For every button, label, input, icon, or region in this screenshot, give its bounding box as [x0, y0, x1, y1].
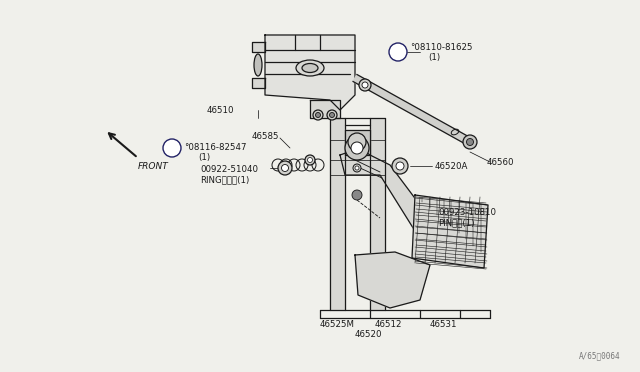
Circle shape — [305, 155, 315, 165]
Text: 46510: 46510 — [207, 106, 234, 115]
Text: RINGリンク(1): RINGリンク(1) — [200, 175, 249, 184]
Text: °08110-81625: °08110-81625 — [410, 43, 472, 52]
Polygon shape — [252, 78, 265, 88]
Text: 46512: 46512 — [375, 320, 403, 329]
Text: 46560: 46560 — [487, 158, 515, 167]
Circle shape — [345, 136, 369, 160]
Ellipse shape — [254, 54, 262, 76]
Polygon shape — [345, 130, 370, 155]
Circle shape — [316, 112, 321, 118]
Text: 46520A: 46520A — [435, 162, 468, 171]
Circle shape — [163, 139, 181, 157]
Circle shape — [353, 164, 361, 172]
Circle shape — [467, 138, 474, 145]
Circle shape — [352, 190, 362, 200]
Circle shape — [392, 158, 408, 174]
Text: 46525M: 46525M — [320, 320, 355, 329]
Text: 46520: 46520 — [355, 330, 381, 339]
Circle shape — [396, 162, 404, 170]
Circle shape — [278, 161, 292, 175]
Circle shape — [463, 135, 477, 149]
Circle shape — [282, 164, 289, 171]
Text: 46531: 46531 — [430, 320, 458, 329]
Polygon shape — [340, 148, 450, 255]
Text: B: B — [395, 48, 401, 57]
Polygon shape — [330, 118, 345, 310]
Circle shape — [351, 142, 363, 154]
Circle shape — [313, 110, 323, 120]
Text: (1): (1) — [428, 53, 440, 62]
Circle shape — [307, 157, 312, 163]
Text: PINピン(1): PINピン(1) — [438, 218, 474, 227]
Text: 00923-10810: 00923-10810 — [438, 208, 496, 217]
Polygon shape — [310, 100, 340, 118]
Polygon shape — [412, 195, 488, 268]
Text: A/65。0064: A/65。0064 — [579, 351, 620, 360]
Circle shape — [327, 110, 337, 120]
Polygon shape — [370, 118, 385, 310]
Text: (1): (1) — [198, 153, 210, 162]
Polygon shape — [353, 74, 472, 145]
Text: 00922-51040: 00922-51040 — [200, 165, 258, 174]
Ellipse shape — [302, 64, 318, 73]
Circle shape — [330, 112, 335, 118]
Circle shape — [348, 133, 366, 151]
Circle shape — [355, 166, 359, 170]
Text: °08116-82547: °08116-82547 — [184, 143, 246, 152]
Circle shape — [362, 82, 368, 88]
Polygon shape — [355, 252, 430, 308]
Polygon shape — [252, 42, 265, 52]
Text: B: B — [169, 144, 175, 153]
Text: FRONT: FRONT — [138, 162, 169, 171]
Text: 46585: 46585 — [252, 132, 280, 141]
Polygon shape — [265, 35, 355, 110]
Circle shape — [389, 43, 407, 61]
Ellipse shape — [296, 60, 324, 76]
Circle shape — [359, 79, 371, 91]
